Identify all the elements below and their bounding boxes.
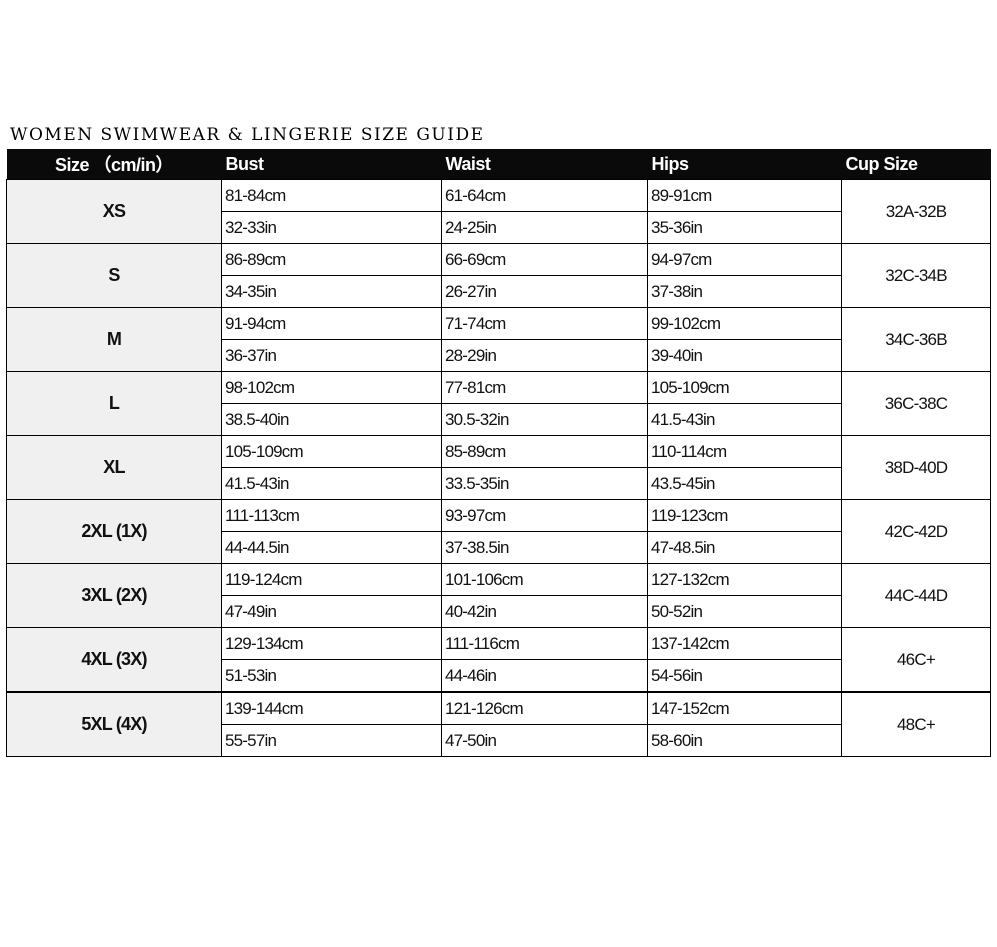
- bust-cell: 86-89cm: [221, 243, 442, 276]
- bust-cell: 44-44.5in: [221, 531, 442, 564]
- table-row: 36-37in 28-29in 39-40in: [7, 339, 991, 372]
- header-size: Size （cm/in）: [6, 149, 222, 180]
- waist-cell: 93-97cm: [441, 499, 648, 532]
- cup-size-cell: 42C-42D: [841, 499, 991, 564]
- bust-cell: 119-124cm: [221, 563, 442, 596]
- hips-cell: 58-60in: [647, 724, 842, 757]
- waist-cell: 30.5-32in: [441, 403, 648, 436]
- table-row: 3XL (2X) 119-124cm 101-106cm 127-132cm 44C-4…: [6, 563, 991, 628]
- table-row: 44-44.5in 37-38.5in 47-48.5in: [7, 531, 991, 564]
- waist-cell: 44-46in: [441, 659, 648, 693]
- size-label-cell: 5XL (4X): [6, 691, 222, 757]
- hips-cell: 47-48.5in: [647, 531, 842, 564]
- table-row: L 98-102cm 77-81cm 105-109cm 36C-38C: [6, 371, 991, 436]
- cup-size-cell: 34C-36B: [841, 307, 991, 372]
- hips-cell: 99-102cm: [647, 307, 842, 340]
- bust-cell: 55-57in: [221, 724, 442, 757]
- table-row: 2XL (1X) 111-113cm 93-97cm 119-123cm 42C-42D: [6, 499, 991, 564]
- hips-cell: 41.5-43in: [647, 403, 842, 436]
- hips-cell: 127-132cm: [647, 563, 842, 596]
- bust-cell: 81-84cm: [221, 179, 442, 212]
- size-label-cell: 2XL (1X): [6, 499, 222, 564]
- waist-cell: 77-81cm: [441, 371, 648, 404]
- cup-size-cell: 44C-44D: [841, 563, 991, 628]
- size-label-cell: XS: [6, 179, 222, 244]
- bust-cell: 91-94cm: [221, 307, 442, 340]
- hips-cell: 119-123cm: [647, 499, 842, 532]
- table-row: 5XL (4X) 139-144cm 121-126cm 147-152cm 48C+: [6, 691, 991, 757]
- table-row: 34-35in 26-27in 37-38in: [7, 275, 991, 308]
- bust-cell: 38.5-40in: [221, 403, 442, 436]
- waist-cell: 71-74cm: [441, 307, 648, 340]
- bust-cell: 41.5-43in: [221, 467, 442, 500]
- page-title: WOMEN SWIMWEAR & LINGERIE SIZE GUIDE: [10, 125, 485, 145]
- table-row: M 91-94cm 71-74cm 99-102cm 34C-36B: [6, 307, 991, 372]
- cup-size-cell: 32A-32B: [841, 179, 991, 244]
- hips-cell: 137-142cm: [647, 627, 842, 660]
- waist-cell: 61-64cm: [441, 179, 648, 212]
- header-cup-size: Cup Size: [841, 149, 991, 180]
- header-row: Size （cm/in） Bust Waist Hips Cup Size: [6, 149, 991, 180]
- header-waist: Waist: [441, 149, 648, 180]
- table-row: 38.5-40in 30.5-32in 41.5-43in: [7, 403, 991, 436]
- hips-cell: 43.5-45in: [647, 467, 842, 500]
- bust-cell: 98-102cm: [221, 371, 442, 404]
- cup-size-cell: 46C+: [841, 627, 991, 693]
- header-bust: Bust: [221, 149, 442, 180]
- bust-cell: 105-109cm: [221, 435, 442, 468]
- table-row: 47-49in 40-42in 50-52in: [7, 595, 991, 628]
- size-label-cell: M: [6, 307, 222, 372]
- hips-cell: 94-97cm: [647, 243, 842, 276]
- cup-size-cell: 32C-34B: [841, 243, 991, 308]
- waist-cell: 33.5-35in: [441, 467, 648, 500]
- size-label-cell: 3XL (2X): [6, 563, 222, 628]
- bust-cell: 47-49in: [221, 595, 442, 628]
- hips-cell: 39-40in: [647, 339, 842, 372]
- size-label-cell: 4XL (3X): [6, 627, 222, 693]
- hips-cell: 89-91cm: [647, 179, 842, 212]
- size-guide-table: Size （cm/in） Bust Waist Hips Cup Size XS…: [6, 149, 991, 757]
- table-row: 41.5-43in 33.5-35in 43.5-45in: [7, 467, 991, 500]
- bust-cell: 34-35in: [221, 275, 442, 308]
- waist-cell: 24-25in: [441, 211, 648, 244]
- waist-cell: 66-69cm: [441, 243, 648, 276]
- cup-size-cell: 48C+: [841, 691, 991, 757]
- table-row: XL 105-109cm 85-89cm 110-114cm 38D-40D: [6, 435, 991, 500]
- hips-cell: 110-114cm: [647, 435, 842, 468]
- size-label-cell: L: [6, 371, 222, 436]
- waist-cell: 85-89cm: [441, 435, 648, 468]
- cup-size-cell: 38D-40D: [841, 435, 991, 500]
- hips-cell: 50-52in: [647, 595, 842, 628]
- hips-cell: 105-109cm: [647, 371, 842, 404]
- hips-cell: 37-38in: [647, 275, 842, 308]
- size-label-cell: S: [6, 243, 222, 308]
- table-row: 4XL (3X) 129-134cm 111-116cm 137-142cm 46C+: [6, 627, 991, 693]
- waist-cell: 28-29in: [441, 339, 648, 372]
- hips-cell: 35-36in: [647, 211, 842, 244]
- bust-cell: 111-113cm: [221, 499, 442, 532]
- header-hips: Hips: [647, 149, 842, 180]
- table-row: S 86-89cm 66-69cm 94-97cm 32C-34B: [6, 243, 991, 308]
- waist-cell: 111-116cm: [441, 627, 648, 660]
- waist-cell: 121-126cm: [441, 691, 648, 725]
- bust-cell: 139-144cm: [221, 691, 442, 725]
- hips-cell: 54-56in: [647, 659, 842, 693]
- table-row: 55-57in 47-50in 58-60in: [7, 724, 991, 757]
- table-row: 32-33in 24-25in 35-36in: [7, 211, 991, 244]
- waist-cell: 37-38.5in: [441, 531, 648, 564]
- bust-cell: 32-33in: [221, 211, 442, 244]
- waist-cell: 26-27in: [441, 275, 648, 308]
- table-row: 51-53in 44-46in 54-56in: [7, 659, 991, 693]
- bust-cell: 51-53in: [221, 659, 442, 693]
- waist-cell: 40-42in: [441, 595, 648, 628]
- bust-cell: 36-37in: [221, 339, 442, 372]
- bust-cell: 129-134cm: [221, 627, 442, 660]
- size-label-cell: XL: [6, 435, 222, 500]
- cup-size-cell: 36C-38C: [841, 371, 991, 436]
- table-row: XS 81-84cm 61-64cm 89-91cm 32A-32B: [6, 179, 991, 244]
- hips-cell: 147-152cm: [647, 691, 842, 725]
- waist-cell: 47-50in: [441, 724, 648, 757]
- waist-cell: 101-106cm: [441, 563, 648, 596]
